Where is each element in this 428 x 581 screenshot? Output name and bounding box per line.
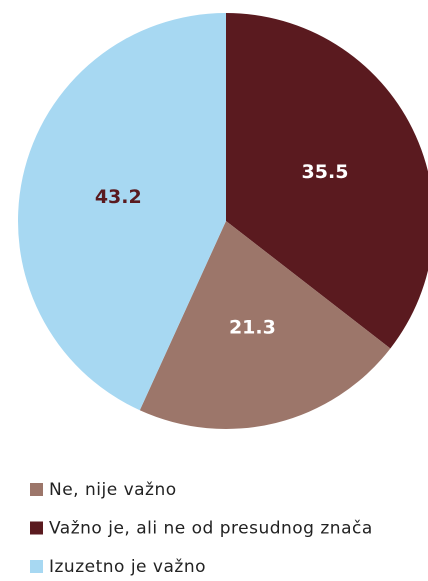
legend-swatch bbox=[30, 560, 43, 573]
legend-swatch bbox=[30, 483, 43, 496]
legend-swatch bbox=[30, 521, 43, 535]
slice-label: 35.5 bbox=[302, 161, 349, 183]
pie-slice bbox=[226, 13, 428, 349]
legend-label: Izuzetno je važno bbox=[49, 557, 206, 577]
pie-slice bbox=[139, 221, 391, 429]
legend-label: Ne, nije važno bbox=[49, 480, 177, 500]
slice-label: 21.3 bbox=[229, 317, 276, 339]
slice-label: 43.2 bbox=[95, 186, 142, 208]
pie-slice bbox=[18, 13, 227, 411]
legend-label: Važno je, ali ne od presudnog znača bbox=[49, 519, 373, 539]
